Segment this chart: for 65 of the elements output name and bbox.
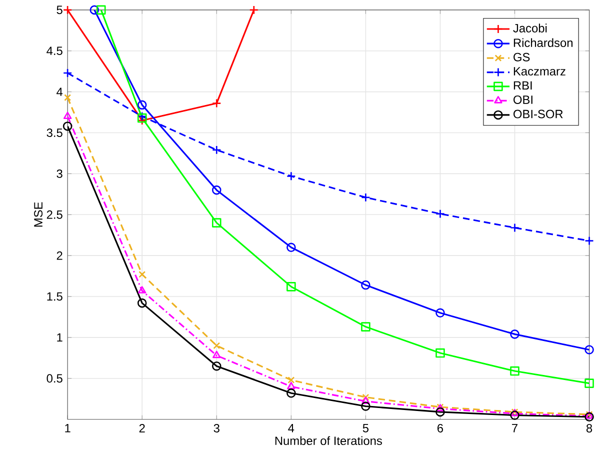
y-tick-label: 5: [56, 6, 62, 14]
y-tick-label: 3.5: [46, 128, 62, 137]
x-tick-label: 2: [139, 424, 145, 432]
point: [137, 100, 147, 110]
point: [510, 410, 520, 420]
point: [212, 185, 222, 195]
point: [138, 286, 146, 294]
point: [249, 5, 259, 15]
legend-label: GS: [514, 52, 530, 62]
point: [212, 218, 222, 228]
point: [212, 145, 222, 155]
point: [64, 94, 72, 102]
point: [212, 98, 222, 108]
point: [90, 5, 100, 15]
point: [362, 396, 370, 404]
point: [62, 5, 72, 15]
x-tick-label: 1: [65, 424, 70, 432]
x-tick-label: 7: [512, 424, 518, 432]
x-tick-label: 8: [586, 424, 592, 432]
point: [361, 402, 370, 411]
y-tick-label: 2: [56, 251, 62, 260]
point: [362, 394, 370, 401]
y-tick-label: 0.5: [46, 374, 62, 383]
point: [288, 376, 295, 384]
point: [62, 122, 72, 131]
legend-label: RBI: [514, 81, 532, 90]
y-tick-label: 1.5: [47, 292, 62, 301]
point: [510, 330, 520, 339]
point: [436, 348, 445, 358]
x-tick-label: 5: [362, 424, 368, 432]
legend-label: OBI: [514, 96, 532, 104]
y-tick-label: 4.5: [46, 46, 62, 56]
legend-label: Richardson: [514, 38, 572, 48]
point: [510, 366, 520, 376]
point: [286, 242, 296, 252]
point: [584, 378, 594, 388]
x-tick-label: 3: [214, 424, 220, 432]
point: [213, 342, 220, 350]
point: [62, 68, 72, 78]
point: [212, 350, 221, 358]
y-axis-title: MSE: [34, 202, 43, 227]
y-tick-label: 2.5: [46, 210, 62, 219]
point: [361, 322, 370, 332]
x-tick-label: 6: [438, 424, 444, 432]
legend-label: OBI-SOR: [514, 110, 563, 118]
point: [361, 280, 370, 290]
point: [584, 412, 594, 422]
point: [212, 361, 222, 371]
point: [286, 388, 296, 398]
point: [63, 112, 72, 120]
point: [584, 345, 594, 354]
y-tick-label: 1: [57, 333, 62, 342]
legend-label: Kaczmarz: [514, 67, 566, 76]
point: [436, 407, 445, 417]
point: [137, 298, 147, 308]
x-axis-title: Number of Iterations: [275, 436, 382, 446]
point: [287, 382, 296, 390]
point: [138, 270, 146, 278]
point: [436, 308, 445, 318]
y-tick-label: 3: [56, 169, 62, 178]
legend-label: Jacobi: [513, 24, 547, 32]
point: [286, 282, 296, 292]
x-tick-label: 4: [288, 424, 294, 432]
y-tick-label: 4: [56, 88, 63, 96]
point: [96, 5, 106, 15]
